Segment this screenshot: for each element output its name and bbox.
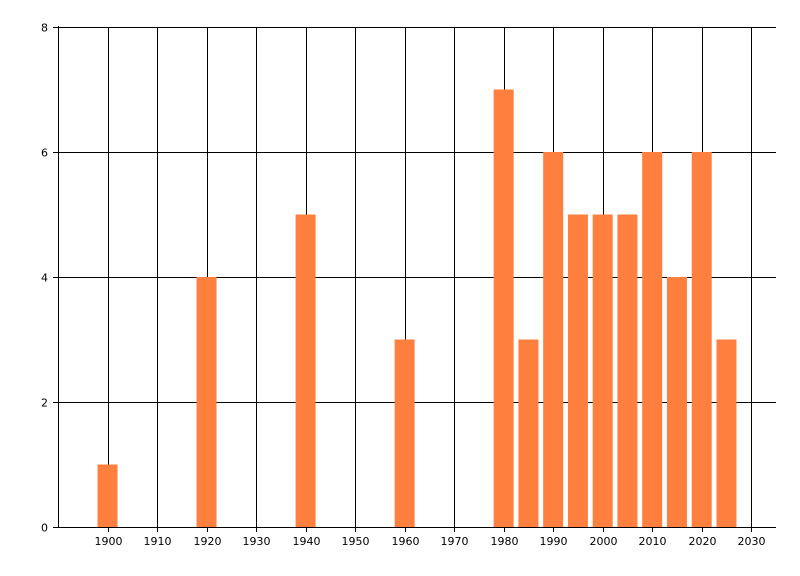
bar	[493, 89, 514, 527]
x-tick-label: 2000	[590, 535, 618, 548]
bar	[196, 277, 217, 527]
bar	[691, 152, 712, 527]
bar	[592, 214, 613, 527]
bar	[295, 214, 316, 527]
x-tick-label: 1990	[540, 535, 568, 548]
y-tick-label: 8	[41, 22, 48, 35]
x-tick-label: 1960	[392, 535, 420, 548]
y-tick-label: 4	[41, 272, 48, 285]
y-tick-labels: 0 2 4 6 8	[41, 22, 48, 535]
bar	[666, 277, 687, 527]
x-tick-label: 1940	[293, 535, 321, 548]
x-tick-label: 1900	[95, 535, 123, 548]
axes	[53, 26, 776, 532]
y-tick-label: 6	[41, 147, 48, 160]
x-tick-label: 2020	[689, 535, 717, 548]
bar	[543, 152, 564, 527]
x-tick-label: 1950	[342, 535, 370, 548]
bar	[716, 339, 737, 527]
bar	[394, 339, 415, 527]
bar	[518, 339, 539, 527]
x-tick-label: 2030	[738, 535, 766, 548]
x-tick-label: 1930	[243, 535, 271, 548]
bar	[617, 214, 638, 527]
x-tick-label: 1920	[194, 535, 222, 548]
y-tick-label: 0	[41, 522, 48, 535]
bar	[567, 214, 588, 527]
bars	[97, 89, 737, 527]
bar	[97, 464, 118, 527]
x-tick-label: 2010	[639, 535, 667, 548]
x-tick-label: 1980	[491, 535, 519, 548]
x-tick-label: 1970	[441, 535, 469, 548]
x-tick-label: 1910	[144, 535, 172, 548]
bar	[642, 152, 663, 527]
y-tick-label: 2	[41, 397, 48, 410]
x-tick-labels: 1900 1910 1920 1930 1940 1950 1960 1970 1980 1990…	[95, 535, 766, 548]
